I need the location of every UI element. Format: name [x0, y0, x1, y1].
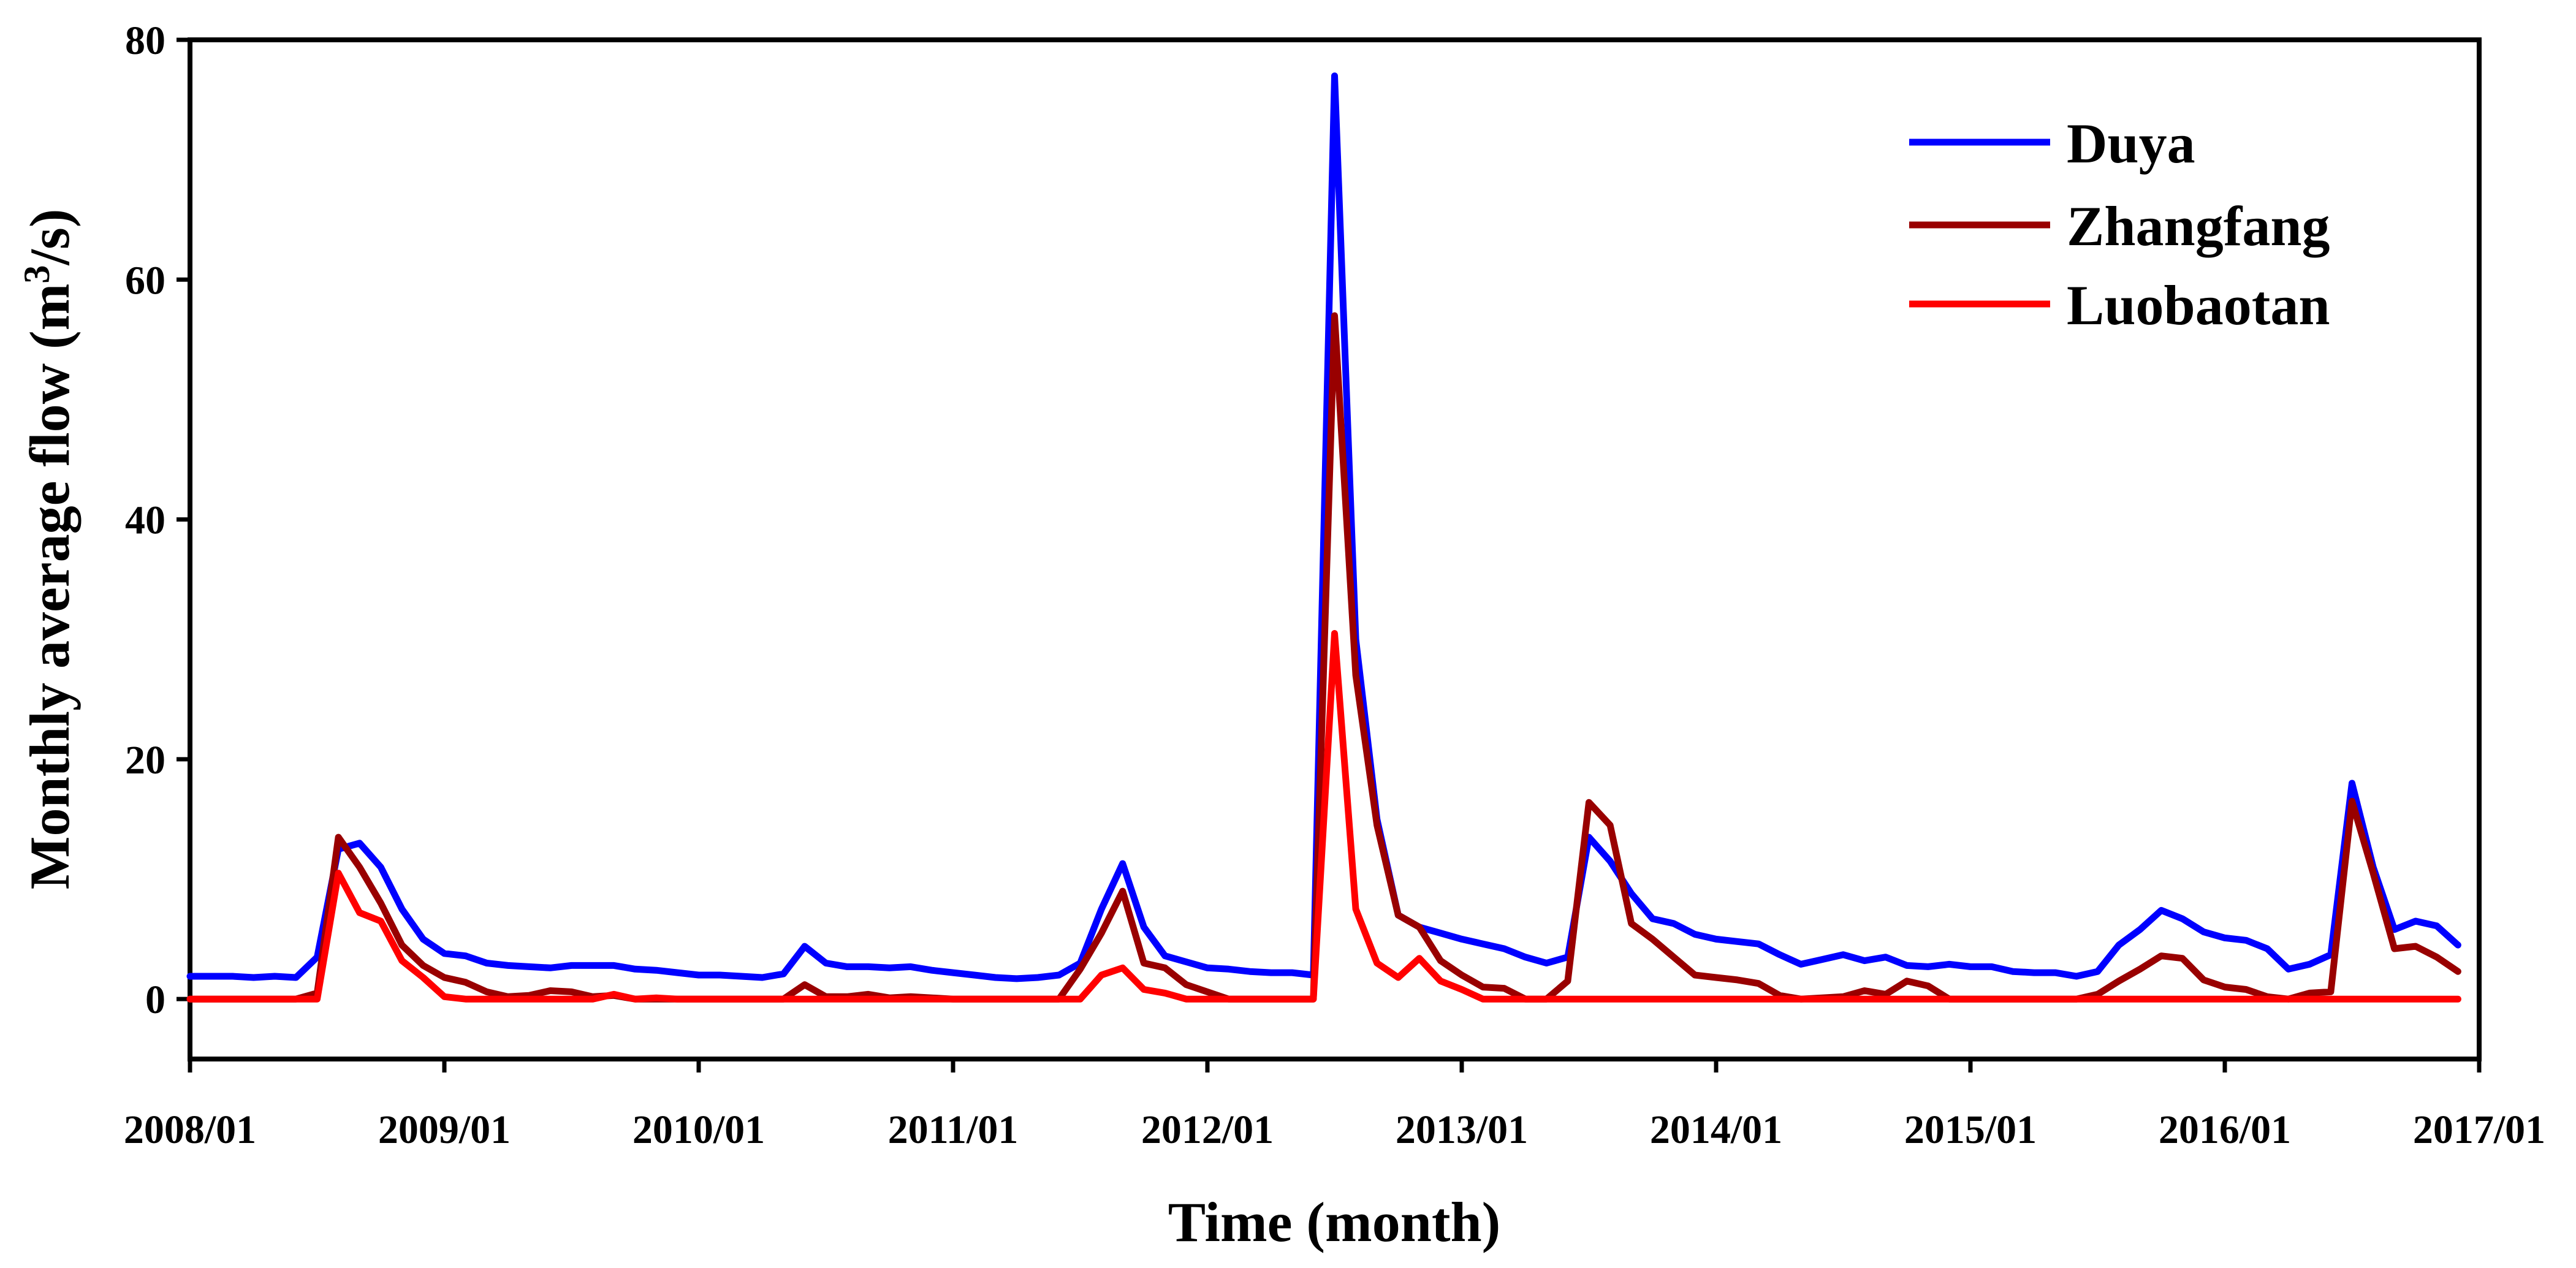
x-tick-label: 2012/01: [1141, 1107, 1274, 1152]
y-tick-label: 40: [125, 498, 165, 543]
x-tick-label: 2013/01: [1396, 1107, 1528, 1152]
series-layer: [186, 72, 2461, 1003]
legend-label-duya: Duya: [2067, 112, 2195, 175]
y-axis-title: Monthly average flow (m3/s): [17, 209, 81, 890]
series-line-duya: [186, 72, 2461, 982]
x-tick-label: 2010/01: [633, 1107, 765, 1152]
y-axis-title-superscript: 3: [17, 265, 57, 284]
y-tick-label: 0: [145, 978, 165, 1022]
x-tick-label: 2011/01: [888, 1107, 1019, 1152]
x-tick-label: 2008/01: [124, 1107, 256, 1152]
y-axis-title-suffix: /s): [18, 209, 81, 266]
series-line-luobaotan: [186, 630, 2461, 1003]
x-axis-title: Time (month): [1168, 1191, 1501, 1253]
x-tick-label: 2009/01: [378, 1107, 511, 1152]
y-tick-label: 80: [125, 18, 165, 63]
y-tick-label: 20: [125, 738, 165, 783]
legend: Duya Zhangfang Luobaotan: [1909, 112, 2330, 336]
x-tick-label: 2015/01: [1904, 1107, 2037, 1152]
legend-label-zhangfang: Zhangfang: [2067, 195, 2330, 257]
x-tick-label: 2014/01: [1650, 1107, 1782, 1152]
y-axis-title-prefix: Monthly average flow (m: [18, 284, 81, 890]
x-tick-label: 2016/01: [2159, 1107, 2291, 1152]
x-axis: 2008/01 2009/01 2010/01 2011/01 2012/01 2013/…: [124, 1059, 2545, 1152]
y-axis: 0 20 40 60 80: [125, 18, 190, 1022]
plot-area-frame: [188, 37, 2482, 1061]
x-tick-label: 2017/01: [2413, 1107, 2545, 1152]
y-tick-label: 60: [125, 258, 165, 303]
legend-label-luobaotan: Luobaotan: [2067, 274, 2330, 336]
